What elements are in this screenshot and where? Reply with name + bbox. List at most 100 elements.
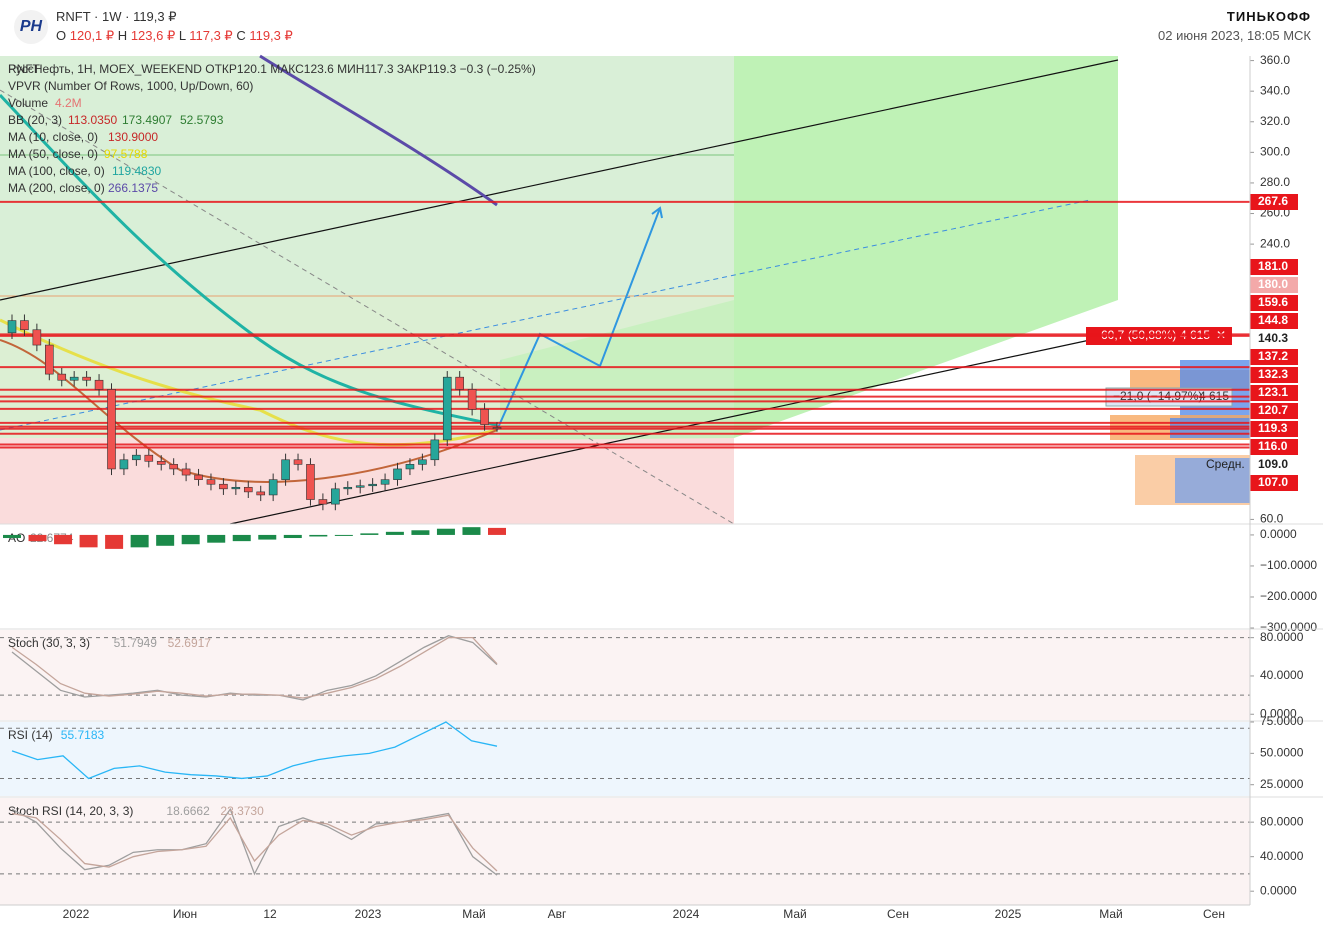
price-tag-label: 132.3 — [1258, 367, 1288, 381]
channel — [0, 59, 1119, 301]
candle-body — [7, 320, 17, 334]
candle-body — [306, 464, 315, 500]
candle-body — [219, 483, 228, 490]
x-tick-label: Июн — [173, 907, 197, 921]
legend: РуссНефть, 1Н, MOEX_WEEKEND ОТКР120.1 МА… — [8, 62, 536, 195]
legend-volume: Volume — [8, 96, 48, 110]
candle-body — [132, 454, 141, 461]
candle-body — [256, 491, 266, 496]
brand: ТИНЬКОФФ — [1226, 9, 1311, 24]
legend-entry: 23.3730 — [220, 804, 264, 818]
legend-bb-value: 52.5793 — [180, 113, 224, 127]
candle-body — [480, 408, 489, 425]
ao-bar — [334, 534, 353, 536]
price-tag — [1250, 439, 1298, 455]
legend-entry: 55.7183 — [61, 728, 105, 742]
price-tag — [1250, 313, 1298, 329]
y-tick-label: 300.0 — [1260, 145, 1290, 159]
panel-title: Stoch (30, 3, 3) — [8, 636, 90, 650]
y-tick-label: 360.0 — [1260, 53, 1290, 67]
zone — [0, 56, 734, 296]
candle-body — [442, 376, 452, 441]
price-tag — [1250, 457, 1298, 473]
price-tag — [1250, 421, 1298, 437]
panel-bg — [0, 798, 1250, 905]
x-tick-label: Май — [783, 907, 807, 921]
candle-body — [405, 464, 415, 470]
profile-bar — [1175, 458, 1250, 503]
panel-title: RNFT — [8, 62, 41, 76]
candle-body — [380, 479, 390, 485]
ao-bar — [207, 534, 226, 543]
candle-body — [455, 376, 464, 390]
price-tag-label: 116.0 — [1258, 439, 1288, 453]
ao-bar — [462, 527, 481, 535]
price-tag-label: 120.7 — [1258, 403, 1288, 417]
price-tag-label: 144.8 — [1258, 313, 1288, 327]
datetime: 02 июня 2023, 18:05 МСК — [1158, 28, 1311, 43]
avg-label: Средн. — [1206, 457, 1245, 471]
zone — [0, 438, 734, 524]
panel: 75.0000 50.0000 25.0000 RSI (14) 55.7183 — [0, 714, 1323, 796]
price-tag-label: 119.3 — [1258, 421, 1288, 435]
trend-line — [0, 89, 735, 525]
legend-ma-value: 130.9000 — [108, 130, 158, 144]
price-tag — [1250, 194, 1298, 210]
candle-body — [144, 454, 154, 462]
candle-body — [467, 389, 477, 410]
candle-body — [293, 459, 303, 465]
x-tick-label: Май — [1099, 907, 1123, 921]
y-tick-label: 80.0000 — [1260, 630, 1304, 644]
candle-body — [393, 468, 402, 480]
y-tick-label: 75.0000 — [1260, 714, 1304, 728]
x-tick-label: 2025 — [995, 907, 1022, 921]
ao-bar — [54, 534, 73, 545]
x-tick-label: Авг — [548, 907, 567, 921]
legend-entry: 18.6662 — [166, 804, 210, 818]
y-tick-label: 340.0 — [1260, 83, 1290, 97]
ticker: RNFT — [56, 9, 91, 24]
x-tick-label: 2023 — [355, 907, 382, 921]
legend-bb-value: 173.4907 — [122, 113, 172, 127]
price-tag — [1250, 295, 1298, 311]
legend-bb-value: 113.0350 — [68, 113, 117, 127]
c: 119,3 ₽ — [249, 28, 293, 43]
forecast-arrow — [496, 207, 661, 431]
ao-bar — [258, 534, 277, 540]
candle-body — [430, 439, 440, 461]
x-tick-label: 2022 — [63, 907, 90, 921]
price-tag — [1250, 475, 1298, 491]
indicator-line — [11, 807, 498, 876]
x-tick-label: 12 — [263, 907, 277, 921]
candle-body — [82, 376, 91, 381]
y-tick-label: −200.0000 — [1260, 589, 1317, 603]
ao-bar — [181, 534, 200, 545]
y-tick-label: −100.0000 — [1260, 558, 1317, 572]
interval: 1W — [102, 9, 122, 24]
legend-ma: MA (100, close, 0) — [8, 164, 105, 178]
arrow-head — [651, 206, 663, 219]
ao-bar — [488, 527, 506, 535]
price-tag-label: 123.1 — [1258, 385, 1288, 399]
ao-bar — [436, 528, 455, 535]
price-tag-label: 159.6 — [1258, 295, 1288, 309]
indicator-line — [11, 721, 498, 780]
l-label: L — [178, 28, 186, 43]
price-tag — [1250, 277, 1298, 293]
candle-body — [331, 488, 340, 505]
x-tick-label: 2024 — [673, 907, 700, 921]
panel: 80.0000 40.0000 0.0000 Stoch (30, 3, 3) 51.7… — [0, 628, 1323, 720]
panel-title: AO — [8, 531, 25, 545]
candle-body — [194, 474, 203, 480]
candle-body — [268, 479, 278, 496]
ao-bar — [385, 531, 404, 535]
legend-volume-value: 4.2M — [55, 96, 82, 110]
y-tick-label: 240.0 — [1260, 236, 1290, 250]
candle-body — [318, 499, 328, 505]
ao-bar — [105, 534, 124, 549]
last-price: 119,3 ₽ — [133, 9, 177, 24]
candle-body — [368, 483, 377, 487]
logo: PH — [14, 10, 48, 44]
y-tick-label: 0.0000 — [1260, 883, 1297, 897]
